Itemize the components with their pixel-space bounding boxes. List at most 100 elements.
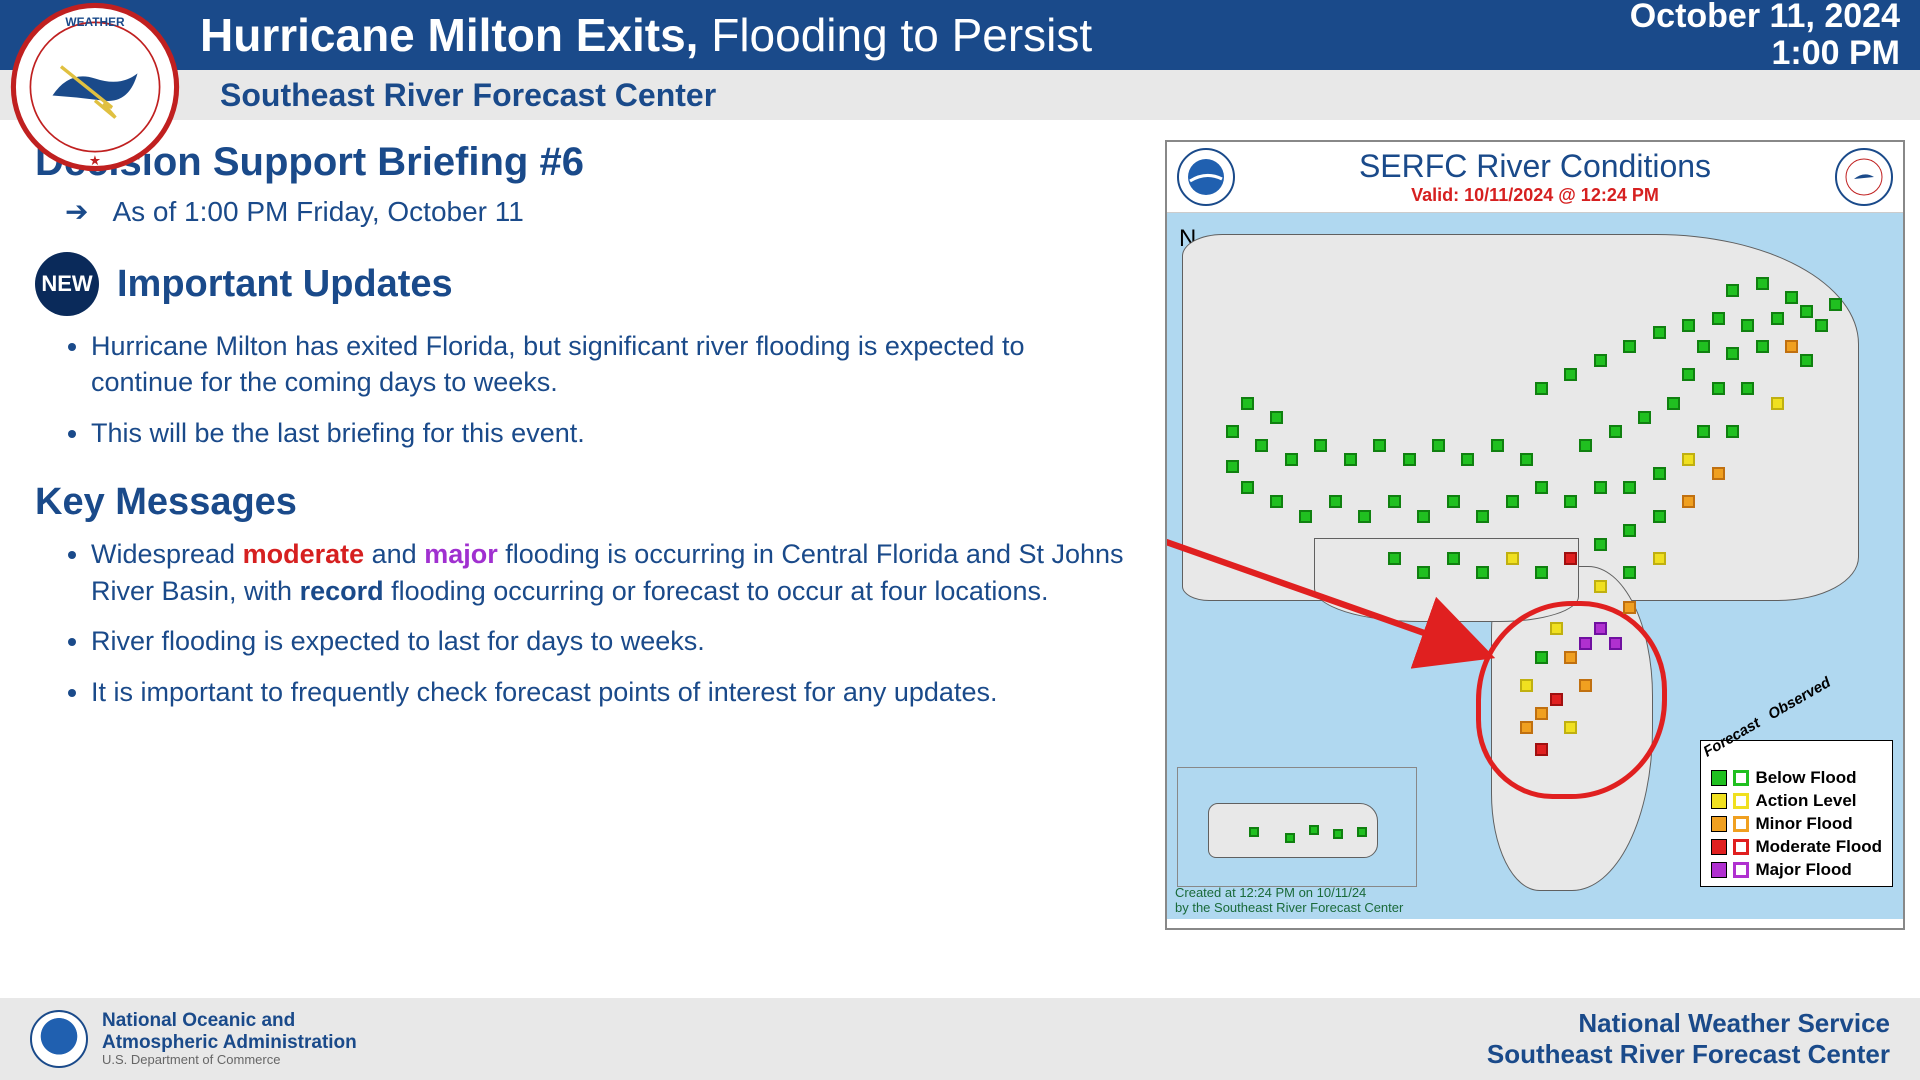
river-gauge <box>1299 510 1312 523</box>
river-gauge <box>1447 495 1460 508</box>
river-gauge <box>1756 277 1769 290</box>
river-gauge <box>1476 510 1489 523</box>
river-gauge <box>1726 425 1739 438</box>
river-gauge <box>1344 453 1357 466</box>
legend-swatch <box>1733 862 1749 878</box>
map-title-block: SERFC River Conditions Valid: 10/11/2024… <box>1359 148 1711 206</box>
river-gauge <box>1726 284 1739 297</box>
river-gauge <box>1535 707 1548 720</box>
legend-swatch <box>1711 839 1727 855</box>
legend-swatch <box>1711 793 1727 809</box>
river-gauge <box>1373 439 1386 452</box>
river-gauge <box>1594 622 1607 635</box>
legend-label: Below Flood <box>1755 768 1856 788</box>
footer-left: National Oceanic and Atmospheric Adminis… <box>30 1010 357 1069</box>
legend-label: Action Level <box>1755 791 1856 811</box>
river-gauge <box>1771 397 1784 410</box>
river-gauge <box>1667 397 1680 410</box>
updates-heading: Important Updates <box>117 263 453 306</box>
header-date: October 11, 2024 1:00 PM <box>1630 0 1900 72</box>
time-line: 1:00 PM <box>1630 35 1900 72</box>
river-gauge <box>1506 552 1519 565</box>
river-gauge <box>1550 622 1563 635</box>
river-gauge <box>1329 495 1342 508</box>
river-gauge <box>1309 825 1319 835</box>
river-gauge <box>1358 510 1371 523</box>
briefing-title: Decision Support Briefing #6 <box>35 140 1145 185</box>
river-gauge <box>1520 721 1533 734</box>
legend-label: Moderate Flood <box>1755 837 1882 857</box>
river-gauge <box>1682 368 1695 381</box>
river-gauge <box>1417 566 1430 579</box>
record-highlight: record <box>300 576 384 606</box>
river-gauge <box>1594 580 1607 593</box>
header-bar: Hurricane Milton Exits, Flooding to Pers… <box>0 0 1920 70</box>
map-legend: Forecast Observed Below FloodAction Leve… <box>1700 740 1893 887</box>
footer-org: National Oceanic and Atmospheric Adminis… <box>102 1010 357 1069</box>
legend-row: Minor Flood <box>1711 814 1882 834</box>
river-gauge <box>1461 453 1474 466</box>
river-gauge <box>1241 397 1254 410</box>
svg-text:★: ★ <box>89 153 101 168</box>
river-gauge <box>1388 495 1401 508</box>
river-gauge <box>1535 481 1548 494</box>
river-gauge <box>1226 425 1239 438</box>
key-item: Widespread moderate and major flooding i… <box>91 536 1145 609</box>
river-gauge <box>1270 411 1283 424</box>
legend-swatch <box>1733 770 1749 786</box>
river-gauge <box>1226 460 1239 473</box>
river-gauge <box>1623 481 1636 494</box>
legend-swatch <box>1733 793 1749 809</box>
river-gauge <box>1579 439 1592 452</box>
legend-row: Action Level <box>1711 791 1882 811</box>
page-title: Hurricane Milton Exits, Flooding to Pers… <box>200 8 1092 62</box>
river-gauge <box>1249 827 1259 837</box>
moderate-highlight: moderate <box>243 539 365 569</box>
river-gauge <box>1756 340 1769 353</box>
map-body: N↑ Forecast Observed <box>1167 213 1903 919</box>
river-gauge <box>1697 340 1710 353</box>
river-gauge <box>1785 340 1798 353</box>
update-item: Hurricane Milton has exited Florida, but… <box>91 328 1145 401</box>
key-item: It is important to frequently check fore… <box>91 674 1145 710</box>
river-gauge <box>1594 481 1607 494</box>
title-sub: Flooding to Persist <box>698 9 1092 61</box>
river-gauge <box>1741 382 1754 395</box>
river-gauge <box>1785 291 1798 304</box>
asof-text: As of 1:00 PM Friday, October 11 <box>112 196 523 228</box>
river-gauge <box>1333 829 1343 839</box>
sub-header: Southeast River Forecast Center <box>0 70 1920 120</box>
river-gauge <box>1771 312 1784 325</box>
river-gauge <box>1609 637 1622 650</box>
river-gauge <box>1682 495 1695 508</box>
legend-row: Moderate Flood <box>1711 837 1882 857</box>
river-gauge <box>1270 495 1283 508</box>
river-gauge <box>1255 439 1268 452</box>
river-gauge <box>1623 524 1636 537</box>
asof-row: ➔ As of 1:00 PM Friday, October 11 <box>65 195 1145 228</box>
river-gauge <box>1579 679 1592 692</box>
river-gauge <box>1432 439 1445 452</box>
date-line: October 11, 2024 <box>1630 0 1900 35</box>
river-gauge <box>1285 453 1298 466</box>
key-item: River flooding is expected to last for d… <box>91 623 1145 659</box>
river-gauge <box>1741 319 1754 332</box>
river-gauge <box>1829 298 1842 311</box>
river-gauge <box>1800 305 1813 318</box>
title-main: Hurricane Milton Exits, <box>200 9 698 61</box>
river-gauge <box>1564 368 1577 381</box>
pr-inset <box>1177 767 1417 887</box>
river-gauge <box>1564 651 1577 664</box>
river-gauge <box>1653 326 1666 339</box>
river-gauge <box>1579 637 1592 650</box>
legend-label: Major Flood <box>1755 860 1851 880</box>
land-panhandle <box>1314 538 1579 623</box>
footer-right: National Weather Service Southeast River… <box>1487 1008 1890 1070</box>
river-gauge <box>1506 495 1519 508</box>
river-gauge <box>1594 354 1607 367</box>
river-gauge <box>1564 552 1577 565</box>
river-gauge <box>1712 312 1725 325</box>
nws-small-logo-icon <box>1835 148 1893 206</box>
river-gauge <box>1653 510 1666 523</box>
river-gauge <box>1682 319 1695 332</box>
